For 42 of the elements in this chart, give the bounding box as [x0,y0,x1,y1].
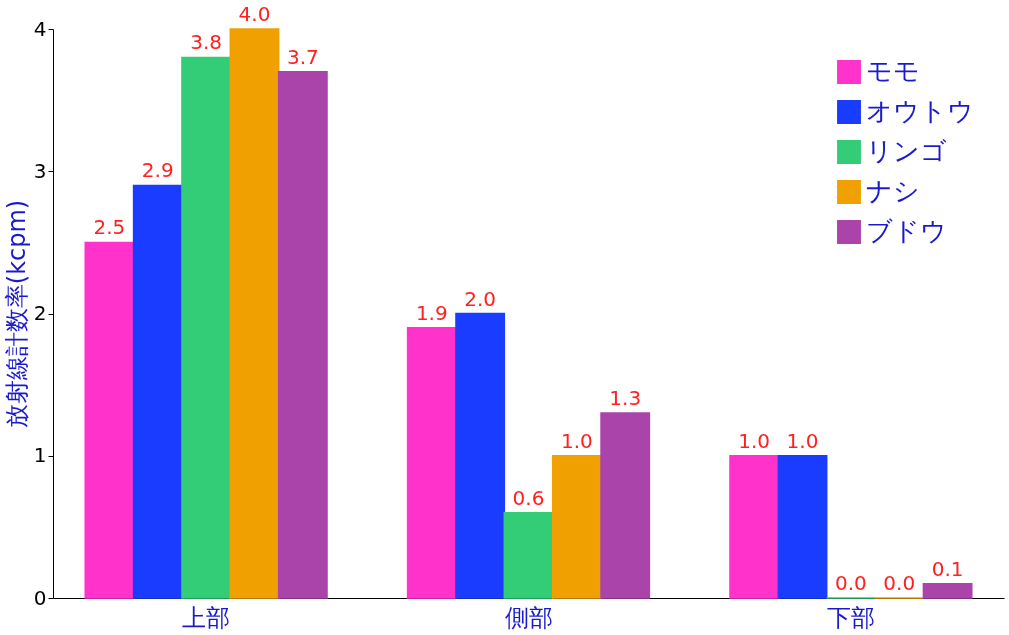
data-label: 0.0 [883,571,916,595]
bar [277,70,328,599]
data-label: 1.0 [738,428,771,453]
legend-label: リンゴ [866,136,947,166]
data-label: 1.3 [609,386,642,411]
bar [503,511,554,599]
y-tick-label: 2 [33,301,47,325]
legend-label: ブドウ [866,216,947,246]
bar [600,412,651,599]
bar [455,312,506,599]
legend-label: ナシ [866,176,920,206]
bar [84,241,135,599]
data-label: 4.0 [238,2,271,26]
data-label: 0.0 [834,571,867,595]
bar [922,583,973,599]
x-tick-label: 下部 [826,603,875,632]
data-label: 2.0 [464,286,497,311]
y-tick-label: 3 [33,158,47,183]
data-label: 1.0 [786,428,819,453]
data-label: 1.9 [415,300,448,325]
data-label: 1.0 [560,428,593,453]
bar [406,326,457,599]
legend-label: オウトウ [866,96,974,126]
data-label: 0.1 [931,556,964,581]
x-tick-label: 側部 [504,603,553,632]
data-label: 2.5 [93,215,126,240]
data-label: 0.6 [512,485,545,510]
bar [777,455,828,599]
bar [551,455,602,599]
y-axis-title: 放射線計数率(kcpm) [2,199,31,429]
data-label: 3.8 [190,30,223,55]
y-tick-label: 4 [33,16,47,41]
data-label: 2.9 [141,158,174,183]
bar [132,184,183,599]
y-tick-label: 0 [33,585,47,610]
y-tick-label: 1 [33,443,47,468]
bar [729,455,780,599]
bar [181,56,232,599]
legend-label: モモ [866,56,920,86]
data-label: 3.7 [286,44,319,69]
x-tick-label: 上部 [182,603,231,632]
bar [229,28,280,599]
